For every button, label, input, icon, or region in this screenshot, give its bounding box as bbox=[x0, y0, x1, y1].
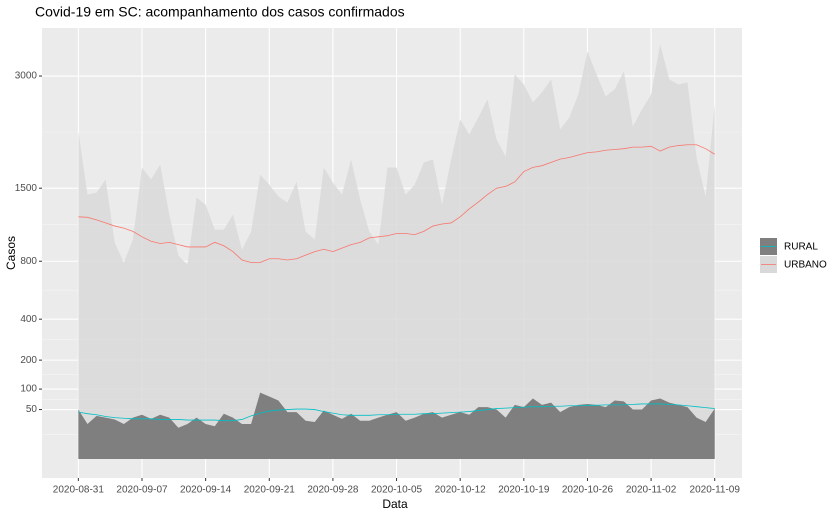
chart-title: Covid-19 em SC: acompanhamento dos casos… bbox=[35, 4, 405, 20]
legend-label: URBANO bbox=[784, 260, 827, 271]
x-tick-label: 2020-11-09 bbox=[690, 485, 741, 496]
y-tick-label: 50 bbox=[26, 404, 38, 415]
y-axis-title: Casos bbox=[4, 236, 18, 270]
y-tick-label: 3000 bbox=[15, 71, 38, 82]
x-tick-label: 2020-09-21 bbox=[244, 485, 296, 496]
x-tick-label: 2020-10-26 bbox=[562, 485, 614, 496]
trend-line bbox=[78, 403, 715, 422]
trend-line bbox=[78, 144, 715, 263]
x-tick-label: 2020-10-19 bbox=[498, 485, 550, 496]
y-tick-label: 400 bbox=[20, 314, 37, 325]
y-tick-label: 800 bbox=[20, 256, 37, 267]
y-tick-label: 100 bbox=[20, 384, 37, 395]
y-tick-label: 1500 bbox=[15, 183, 38, 194]
area bbox=[78, 392, 715, 459]
x-tick-label: 2020-10-12 bbox=[435, 485, 487, 496]
x-tick-label: 2020-09-28 bbox=[307, 485, 359, 496]
x-tick-label: 2020-09-14 bbox=[180, 485, 232, 496]
legend-label: RURAL bbox=[784, 242, 818, 253]
y-tick-label: 200 bbox=[20, 355, 37, 366]
x-tick-label: 2020-08-31 bbox=[53, 485, 105, 496]
x-axis-title: Data bbox=[382, 497, 408, 511]
x-tick-label: 2020-10-05 bbox=[371, 485, 423, 496]
x-tick-label: 2020-11-02 bbox=[626, 485, 677, 496]
area bbox=[78, 44, 715, 460]
x-tick-label: 2020-09-07 bbox=[116, 485, 168, 496]
